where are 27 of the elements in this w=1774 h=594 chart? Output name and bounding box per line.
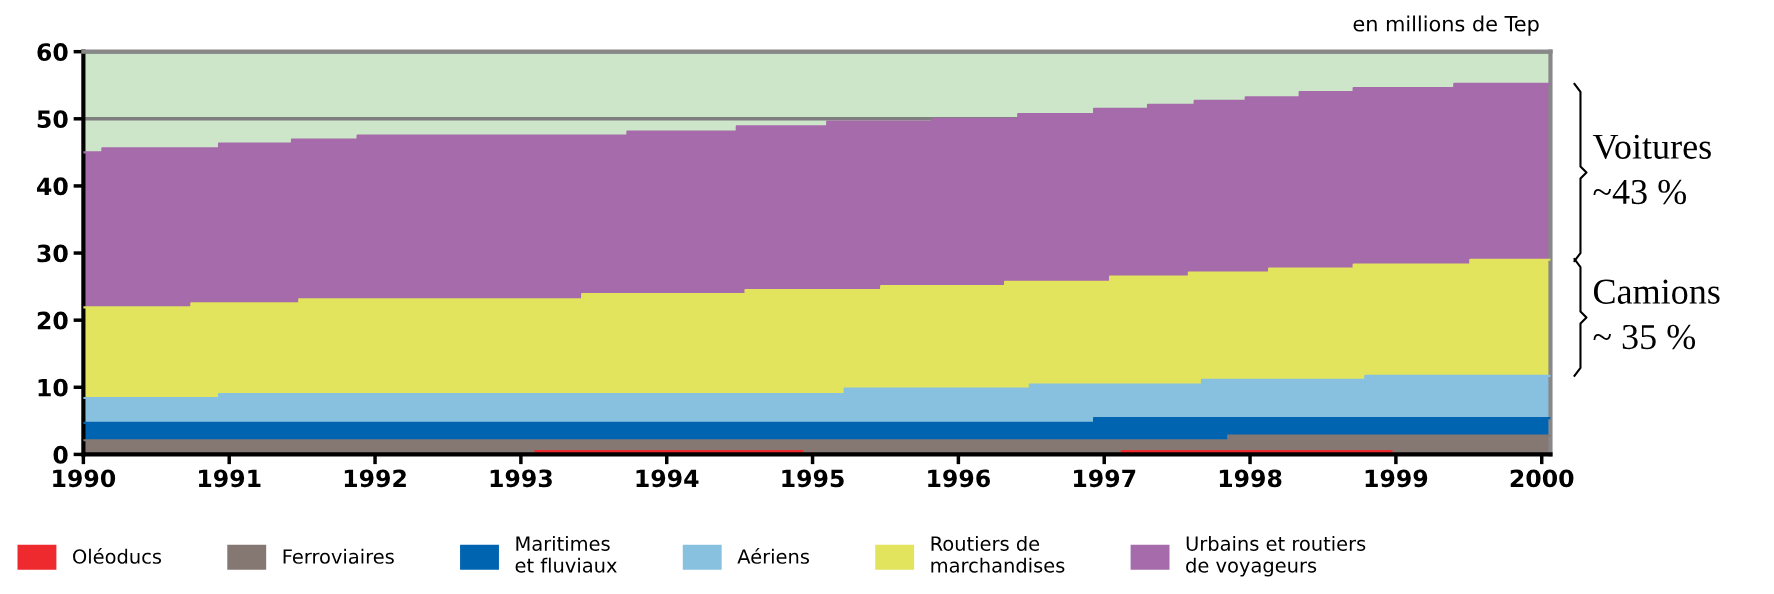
y-tick-label: 10 [38,378,68,397]
x-tick-label: 1997 [1074,469,1136,488]
legend-label: Oléoducs [73,548,162,564]
x-tick-label: 1990 [53,469,116,488]
x-tick-label: 2000 [1510,469,1574,488]
y-tick-label: 60 [37,43,68,61]
text: Camions ~ 35 % [1593,279,1720,350]
x-tick-label: 1993 [490,469,552,488]
y-tick-label: 0 [53,445,68,464]
x-tick-label: 1992 [344,469,406,488]
text: Voitures ~43 % [1592,134,1711,205]
legend-label: Routiers de marchandises [931,535,1065,573]
y-tick-label: 40 [37,177,68,196]
y-tick-label: 50 [37,110,68,129]
legend-label: Maritimes et fluviaux [515,535,617,573]
y-tick-label: 20 [37,311,68,330]
x-tick-label: 1994 [636,469,699,488]
legend-label: Urbains et routiers de voyageurs [1186,535,1366,577]
x-tick-label: 1998 [1219,469,1282,488]
y-tick-label: 30 [37,244,68,263]
legend-label: Ferroviaires [283,548,394,564]
x-tick-label: 1995 [782,469,844,488]
x-tick-label: 1996 [928,469,990,488]
text: en millions de Tep [1353,15,1539,36]
legend-label: Aériens [737,548,810,564]
x-tick-label: 1999 [1365,469,1428,488]
x-tick-label: 1991 [199,469,261,488]
